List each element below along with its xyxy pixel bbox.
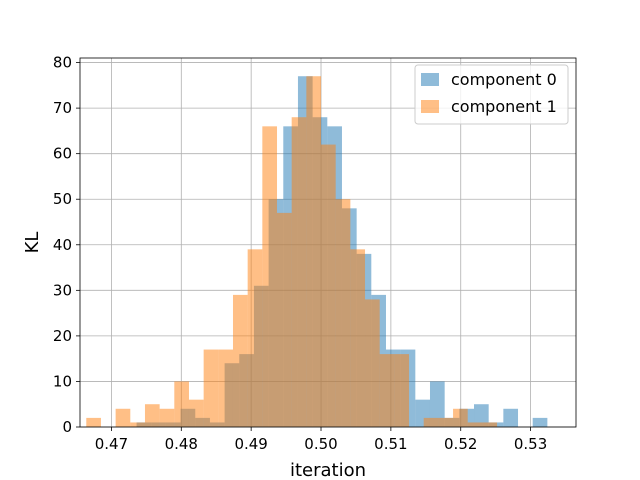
legend-swatch-component-0 <box>421 73 439 86</box>
histogram-bar-component-1 <box>277 212 292 427</box>
histogram-bar-component-0 <box>429 381 445 427</box>
histogram-bar-component-1 <box>335 199 351 427</box>
legend-label-component-0: component 0 <box>451 70 557 89</box>
y-axis-label: KL <box>22 232 43 254</box>
histogram-bar-component-1 <box>203 349 219 427</box>
y-tick-label: 40 <box>53 236 72 254</box>
y-tick-label: 0 <box>62 418 72 436</box>
histogram-bar-component-1 <box>144 404 160 427</box>
y-tick-label: 30 <box>53 281 72 299</box>
histogram-bar-component-1 <box>394 354 410 427</box>
histogram-bar-component-1 <box>86 417 101 427</box>
plot-area-frame <box>79 57 577 428</box>
histogram-bar-component-1 <box>291 117 307 427</box>
x-axis-ticks: 0.47 0.48 0.49 0.50 0.51 0.52 0.53 <box>95 427 547 453</box>
legend-label-component-1: component 1 <box>451 97 557 116</box>
histogram-bar-component-0 <box>474 404 489 427</box>
histogram-bar-component-1 <box>306 76 322 427</box>
histogram-bar-component-1 <box>159 408 175 427</box>
histogram-bar-component-1 <box>438 417 454 427</box>
histogram-bar-component-1 <box>350 249 366 427</box>
y-tick-label: 10 <box>53 372 72 390</box>
x-tick-label: 0.48 <box>165 435 198 453</box>
legend: component 0 component 1 <box>414 64 569 125</box>
y-tick-label: 80 <box>53 54 72 72</box>
x-tick-label: 0.50 <box>304 435 337 453</box>
histogram-bar-component-1 <box>188 399 204 427</box>
histogram-bar-component-1 <box>482 422 498 427</box>
x-tick-label: 0.51 <box>374 435 407 453</box>
histogram-bar-component-1 <box>423 417 439 427</box>
histogram-bar-component-1 <box>262 126 278 427</box>
x-tick-label: 0.49 <box>234 435 267 453</box>
histogram-bar-component-1 <box>453 408 468 427</box>
y-tick-label: 50 <box>53 190 72 208</box>
histogram-bar-component-1 <box>321 144 336 428</box>
histogram-bar-component-0 <box>503 408 519 427</box>
x-tick-label: 0.47 <box>95 435 128 453</box>
histogram-bar-component-1 <box>379 354 395 427</box>
x-axis-label: iteration <box>290 460 366 480</box>
histogram-bar-component-1 <box>174 381 189 427</box>
legend-box <box>414 64 569 125</box>
histogram-bar-component-1 <box>247 249 263 427</box>
y-tick-label: 20 <box>53 327 72 345</box>
histogram-bar-component-1 <box>232 294 248 427</box>
x-tick-label: 0.52 <box>444 435 477 453</box>
histogram-bar-component-1 <box>218 349 233 427</box>
x-tick-label: 0.53 <box>514 435 547 453</box>
histogram-bars <box>86 76 548 428</box>
y-tick-label: 60 <box>53 145 72 163</box>
histogram-bar-component-1 <box>115 408 131 427</box>
histogram-bar-component-1 <box>130 422 145 427</box>
histogram-bar-component-0 <box>532 417 548 427</box>
legend-swatch-component-1 <box>421 100 439 113</box>
histogram-bar-component-1 <box>467 422 483 427</box>
histogram-bar-component-1 <box>365 299 380 427</box>
y-axis-ticks: 0 10 20 30 40 50 60 70 80 <box>53 54 80 436</box>
y-tick-label: 70 <box>53 99 72 117</box>
